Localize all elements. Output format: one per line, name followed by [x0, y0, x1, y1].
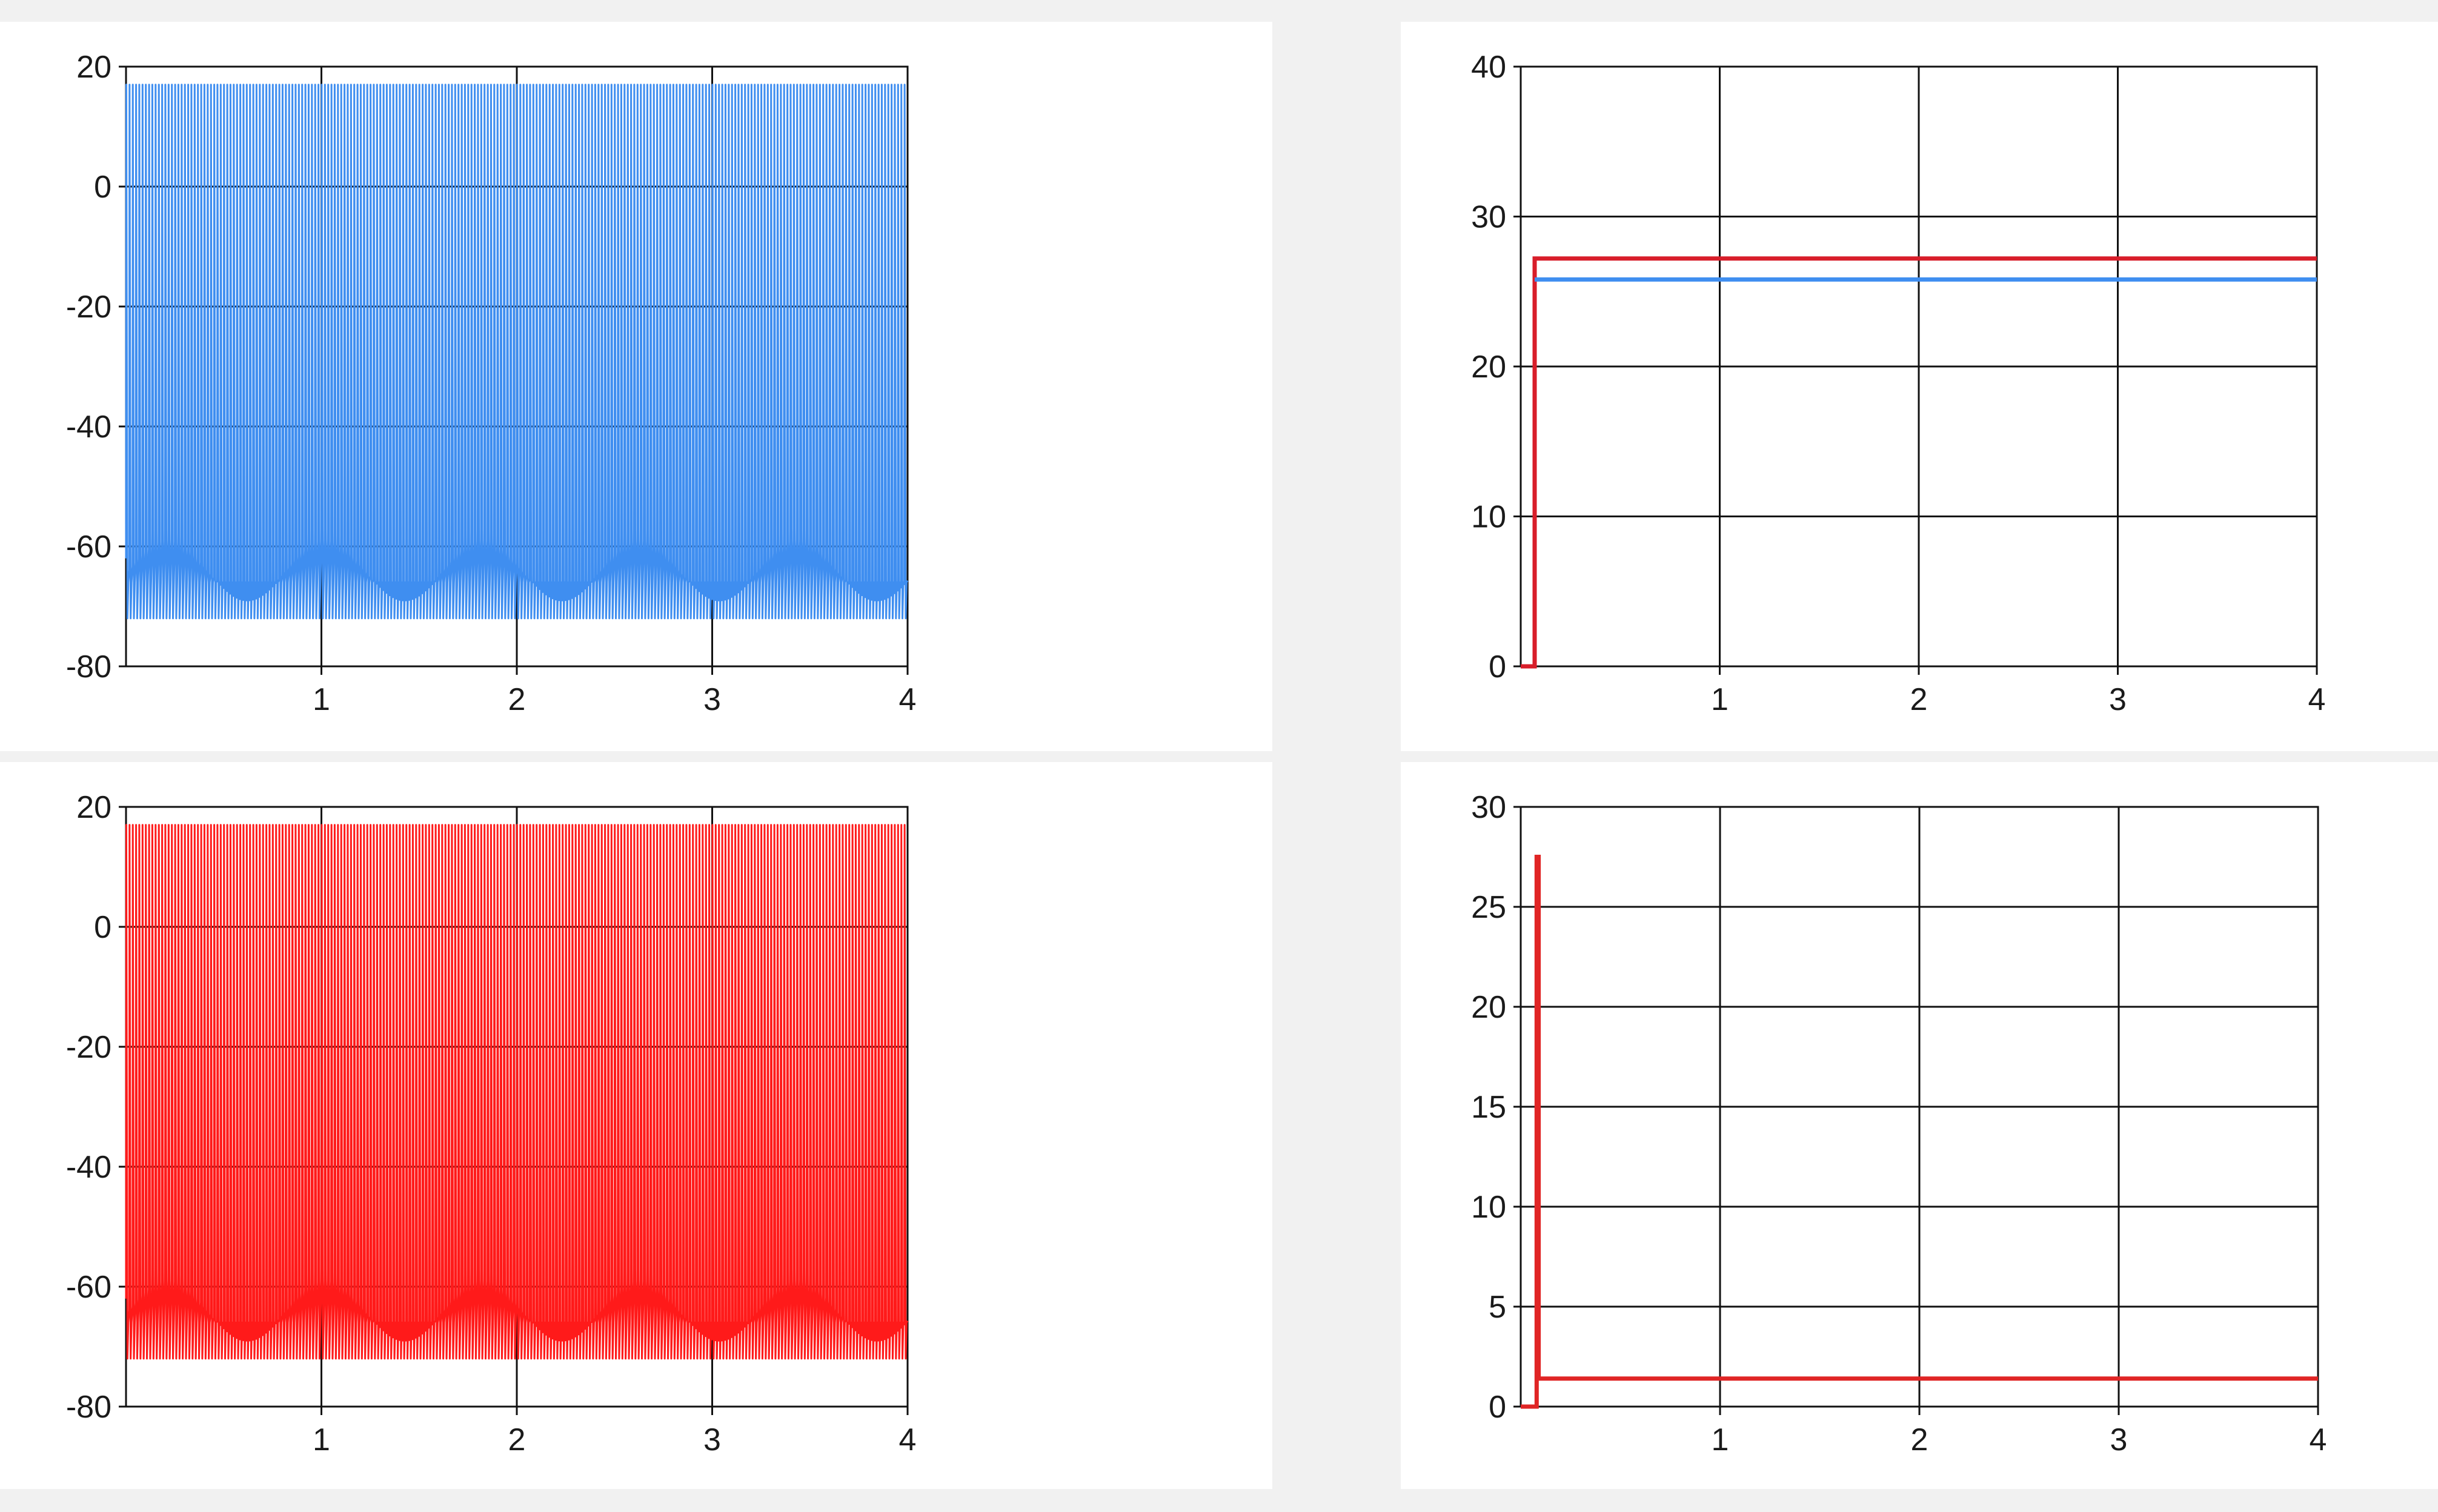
- chart-panel-bottom-right: 30 25 20 15 10 5 0 1 2 3 4: [1401, 762, 2438, 1489]
- x-tick-label: 2: [508, 1422, 526, 1457]
- y-tick-label: 0: [94, 910, 111, 945]
- y-tick-label: 0: [1489, 1390, 1506, 1425]
- x-tick-label: 4: [899, 1422, 917, 1457]
- x-tick-label: 3: [2109, 682, 2127, 717]
- y-tick-label: -20: [66, 1030, 111, 1065]
- chart-top-left: 20 0 -20 -40 -60 -80 1 2 3 4: [66, 50, 917, 717]
- x-tick-label: 1: [313, 1422, 330, 1457]
- y-tick-label: -40: [66, 409, 111, 445]
- y-tick-label: 20: [76, 50, 111, 85]
- chart-bottom-right: 30 25 20 15 10 5 0 1 2 3 4: [1471, 790, 2327, 1457]
- y-tick-label: 0: [1489, 649, 1506, 685]
- x-tick-label: 4: [899, 682, 917, 717]
- x-tick-label: 4: [2308, 682, 2326, 717]
- x-tick-label: 3: [703, 682, 721, 717]
- y-tick-label: 5: [1489, 1290, 1506, 1325]
- y-tick-label: -60: [66, 1270, 111, 1305]
- y-tick-label: -80: [66, 1390, 111, 1425]
- x-tick-label: 4: [2310, 1422, 2327, 1457]
- y-tick-label: 25: [1471, 890, 1506, 925]
- chart-top-right: 40 30 20 10 0 1 2 3 4: [1471, 50, 2326, 717]
- y-tick-label: 20: [1471, 350, 1506, 385]
- chart-bottom-left: 20 0 -20 -40 -60 -80 1 2 3 4: [66, 790, 917, 1457]
- x-tick-label: 2: [508, 682, 526, 717]
- x-tick-label: 1: [313, 682, 330, 717]
- series-line: [125, 84, 909, 620]
- chart-panel-bottom-left: 20 0 -20 -40 -60 -80 1 2 3 4: [0, 762, 1272, 1489]
- y-tick-label: 0: [94, 170, 111, 205]
- y-tick-label: 30: [1471, 790, 1506, 825]
- x-tick-label: 2: [1911, 1422, 1928, 1457]
- y-tick-label: -20: [66, 290, 111, 325]
- y-tick-label: 30: [1471, 200, 1506, 235]
- y-tick-label: 20: [1471, 990, 1506, 1025]
- series-line: [1521, 855, 2318, 1409]
- y-tick-label: 10: [1471, 1190, 1506, 1225]
- series-line: [125, 824, 909, 1360]
- y-tick-label: 10: [1471, 500, 1506, 535]
- chart-panel-top-right: 40 30 20 10 0 1 2 3 4: [1401, 22, 2438, 751]
- x-tick-label: 2: [1910, 682, 1928, 717]
- x-tick-label: 1: [1712, 1422, 1729, 1457]
- y-tick-label: -60: [66, 529, 111, 565]
- y-tick-label: 15: [1471, 1090, 1506, 1125]
- x-tick-label: 3: [2110, 1422, 2128, 1457]
- y-tick-label: -40: [66, 1150, 111, 1185]
- chart-panel-top-left: 20 0 -20 -40 -60 -80 1 2 3 4: [0, 22, 1272, 751]
- x-tick-label: 1: [1711, 682, 1729, 717]
- y-tick-label: -80: [66, 649, 111, 685]
- y-tick-label: 20: [76, 790, 111, 825]
- x-tick-label: 3: [703, 1422, 721, 1457]
- y-tick-label: 40: [1471, 50, 1506, 85]
- series-line: [1521, 256, 2317, 669]
